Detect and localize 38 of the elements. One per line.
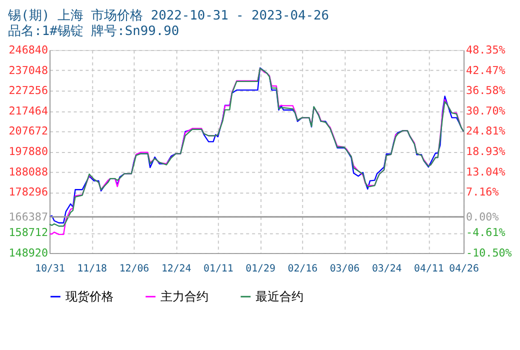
y-tick-label: 197880 [8, 145, 48, 158]
x-tick-label: 04/11 [414, 263, 444, 274]
y-tick-label: 158712 [8, 226, 48, 240]
x-tick-label: 02/16 [288, 263, 318, 274]
x-tick-label: 01/29 [246, 263, 276, 274]
y2-tick-label: -4.61% [466, 226, 506, 240]
x-tick-label: 03/24 [372, 263, 402, 274]
y-tick-label: 246840 [8, 43, 48, 56]
y-tick-label: 237048 [8, 64, 48, 77]
legend-label: 现货价格 [65, 290, 114, 304]
y2-tick-label: 48.35% [466, 43, 506, 56]
x-tick-label: 11/18 [77, 263, 108, 274]
y2-tick-label: 18.93% [466, 144, 506, 158]
y2-tick-label: 42.47% [466, 64, 506, 77]
legend-label: 主力合约 [160, 290, 208, 304]
y2-tick-label: 13.04% [466, 165, 506, 178]
y2-tick-label: 36.58% [466, 84, 506, 98]
y2-tick-label: -10.50% [466, 246, 512, 260]
legend-label: 最近合约 [256, 290, 304, 304]
x-tick-label: 10/31 [35, 263, 65, 274]
y-tick-label: 217464 [8, 104, 48, 118]
x-tick-label: 12/24 [161, 263, 192, 274]
y-tick-label: 178296 [8, 186, 48, 199]
y-tick-label: 188088 [8, 165, 48, 178]
x-tick-label: 03/06 [330, 263, 360, 274]
x-tick-label: 01/11 [204, 263, 234, 274]
y2-tick-label: 30.70% [466, 104, 506, 118]
chart-subtitle: 品名:1#锡锭 牌号:Sn99.90 [8, 24, 180, 40]
y-tick-label: 148920 [8, 246, 48, 260]
y-tick-label: 227256 [8, 84, 48, 98]
y-tick-label: 207672 [8, 124, 48, 138]
chart-title: 锡(期) 上海 市场价格 2022-10-31 - 2023-04-26 [7, 8, 329, 24]
x-tick-label: 04/26 [449, 263, 479, 274]
y2-tick-label: 24.81% [466, 124, 506, 138]
y-tick-label: 166387 [8, 210, 48, 224]
y2-tick-label: 7.16% [466, 186, 500, 199]
x-tick-label: 12/06 [119, 263, 150, 274]
y2-tick-label: 0.00% [466, 210, 500, 224]
